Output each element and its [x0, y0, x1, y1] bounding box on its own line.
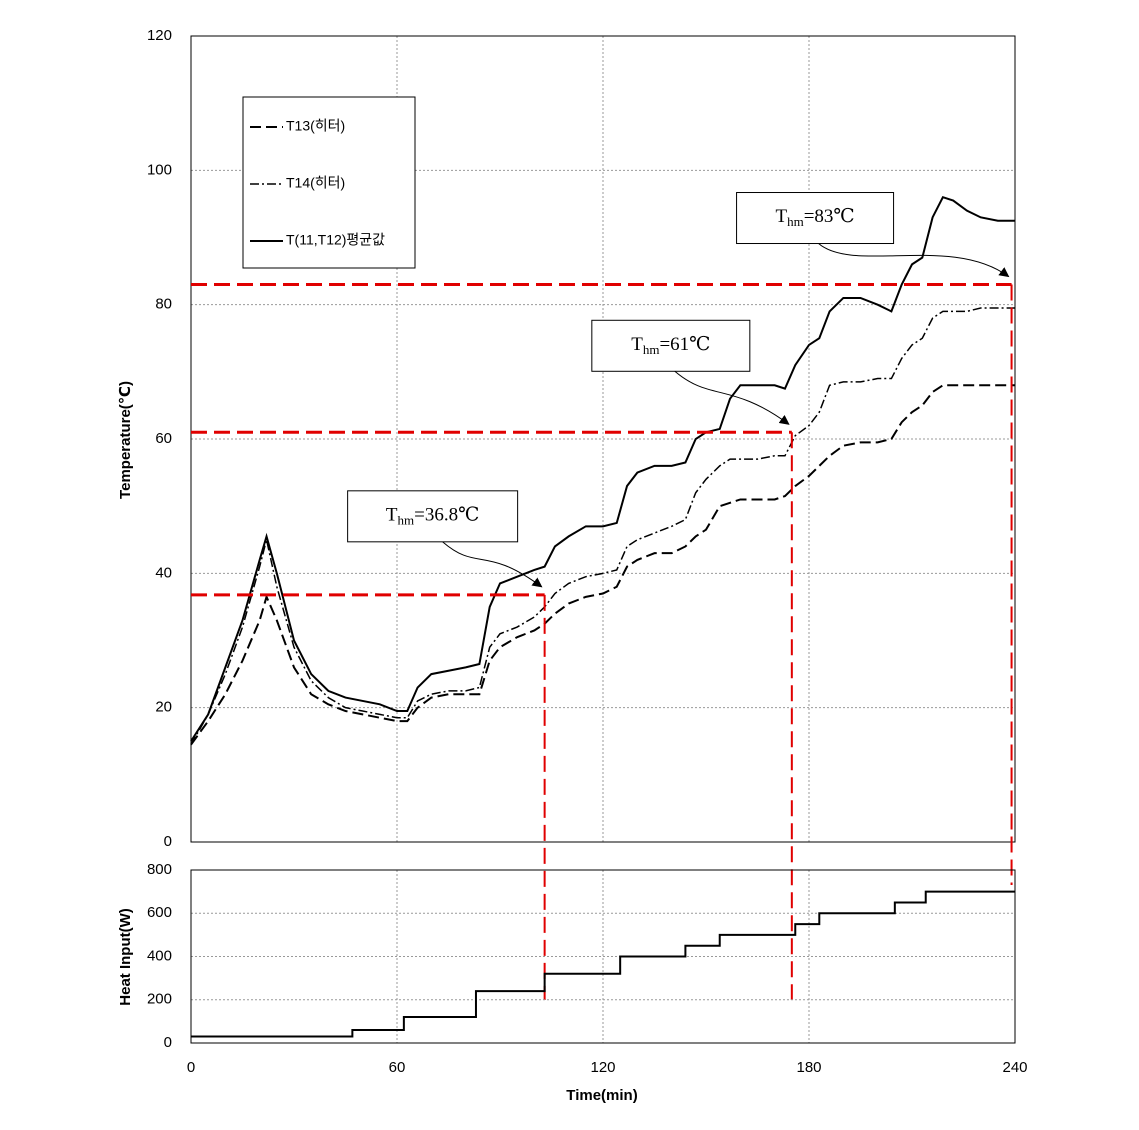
series-line	[190, 384, 1015, 746]
annotation-arrow	[674, 370, 790, 425]
x-tick-label: 240	[1002, 1059, 1027, 1076]
annotation-text: =36.8℃	[414, 505, 479, 526]
y-tick-label: 0	[164, 1034, 172, 1051]
y-tick-label: 20	[155, 699, 172, 716]
annotation-text: =61℃	[659, 334, 710, 355]
annotation-subscript: hm	[643, 342, 660, 357]
annotation-subscript: hm	[398, 512, 415, 527]
y-tick-label: 60	[155, 430, 172, 447]
legend-label: T14(히터)	[286, 175, 345, 191]
y-tick-label: 100	[147, 161, 172, 178]
annotation-box	[736, 192, 895, 245]
annotation-arrow	[442, 541, 543, 588]
plot-frame	[190, 35, 1016, 843]
annotation-label: Thm=36.8℃	[386, 505, 479, 528]
x-tick-label: 0	[187, 1059, 195, 1076]
annotation-text: =83℃	[804, 206, 855, 227]
series-line	[191, 890, 1015, 1038]
annotation-box	[347, 490, 519, 543]
y-tick-label: 80	[155, 296, 172, 313]
x-tick-label: 60	[389, 1059, 406, 1076]
plot-frame	[190, 869, 1016, 1044]
series-line	[190, 307, 1015, 745]
annotation-subscript: hm	[787, 214, 804, 229]
x-axis-title: Time(min)	[566, 1087, 637, 1104]
x-tick-label: 180	[796, 1059, 821, 1076]
y-axis-title: Heat Input(W)	[117, 908, 134, 1005]
y-tick-label: 40	[155, 564, 172, 581]
x-tick-label: 120	[590, 1059, 615, 1076]
y-tick-label: 600	[147, 904, 172, 921]
annotation-text: T	[631, 334, 643, 355]
annotation-text: T	[775, 206, 787, 227]
annotation-label: Thm=83℃	[775, 206, 854, 229]
y-tick-label: 200	[147, 991, 172, 1008]
y-tick-label: 120	[147, 27, 172, 44]
legend-label: T(11,T12)평균값	[286, 232, 385, 248]
annotation-box	[591, 319, 751, 372]
y-tick-label: 800	[147, 861, 172, 878]
y-tick-label: 0	[164, 833, 172, 850]
legend-label: T13(히터)	[286, 118, 345, 134]
annotation-label: Thm=61℃	[631, 334, 710, 357]
y-tick-label: 400	[147, 947, 172, 964]
y-axis-title: Temperature(℃)	[117, 381, 134, 499]
annotation-arrow	[818, 243, 1010, 278]
legend-box	[242, 96, 416, 269]
series-line	[190, 195, 1015, 742]
annotation-text: T	[386, 505, 398, 526]
